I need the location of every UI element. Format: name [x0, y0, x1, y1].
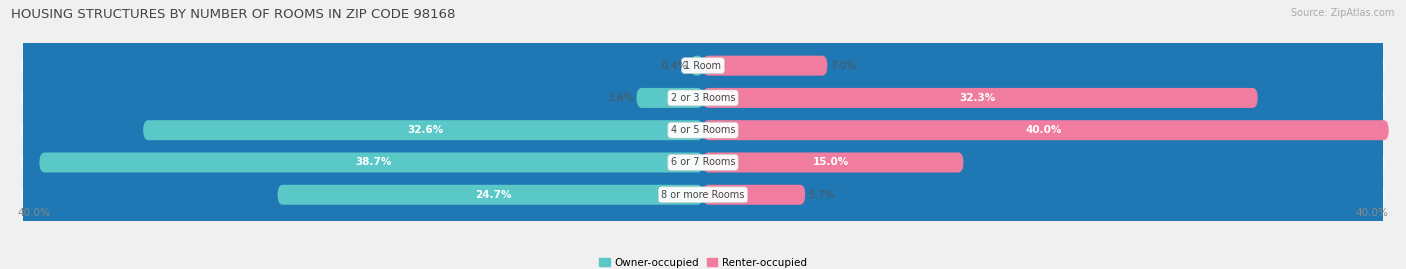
Text: HOUSING STRUCTURES BY NUMBER OF ROOMS IN ZIP CODE 98168: HOUSING STRUCTURES BY NUMBER OF ROOMS IN… [11, 8, 456, 21]
Legend: Owner-occupied, Renter-occupied: Owner-occupied, Renter-occupied [595, 254, 811, 269]
Bar [22, 88, 703, 172]
Bar [703, 153, 1384, 237]
Text: 0.4%: 0.4% [661, 61, 688, 71]
Text: 1 Room: 1 Room [685, 61, 721, 71]
FancyBboxPatch shape [22, 120, 1384, 140]
FancyBboxPatch shape [22, 56, 1384, 76]
Bar [703, 23, 1384, 108]
FancyBboxPatch shape [277, 185, 703, 205]
FancyBboxPatch shape [22, 185, 1384, 205]
Text: 40.0%: 40.0% [1355, 208, 1389, 218]
Bar [22, 56, 703, 140]
FancyBboxPatch shape [22, 88, 1384, 108]
FancyBboxPatch shape [690, 56, 703, 76]
Bar [22, 120, 703, 205]
Text: 32.6%: 32.6% [408, 125, 444, 135]
Bar [703, 120, 1384, 205]
FancyBboxPatch shape [703, 120, 1389, 140]
Text: 38.7%: 38.7% [356, 157, 392, 168]
Bar [703, 56, 1384, 140]
Text: 7.0%: 7.0% [831, 61, 856, 71]
FancyBboxPatch shape [703, 88, 1258, 108]
Text: 6 or 7 Rooms: 6 or 7 Rooms [671, 157, 735, 168]
FancyBboxPatch shape [39, 153, 703, 172]
Text: 8 or more Rooms: 8 or more Rooms [661, 190, 745, 200]
Text: 40.0%: 40.0% [17, 208, 51, 218]
Text: 5.7%: 5.7% [808, 190, 835, 200]
Bar [703, 88, 1384, 172]
Text: 32.3%: 32.3% [960, 93, 995, 103]
Text: 2 or 3 Rooms: 2 or 3 Rooms [671, 93, 735, 103]
Text: Source: ZipAtlas.com: Source: ZipAtlas.com [1291, 8, 1395, 18]
Text: 3.6%: 3.6% [607, 93, 633, 103]
Bar [22, 23, 703, 108]
FancyBboxPatch shape [143, 120, 703, 140]
FancyBboxPatch shape [22, 153, 1384, 172]
Text: 40.0%: 40.0% [1025, 125, 1062, 135]
FancyBboxPatch shape [703, 185, 806, 205]
Text: 4 or 5 Rooms: 4 or 5 Rooms [671, 125, 735, 135]
FancyBboxPatch shape [637, 88, 703, 108]
Text: 24.7%: 24.7% [475, 190, 512, 200]
Text: 15.0%: 15.0% [813, 157, 849, 168]
FancyBboxPatch shape [703, 56, 827, 76]
FancyBboxPatch shape [703, 153, 963, 172]
Bar [22, 153, 703, 237]
